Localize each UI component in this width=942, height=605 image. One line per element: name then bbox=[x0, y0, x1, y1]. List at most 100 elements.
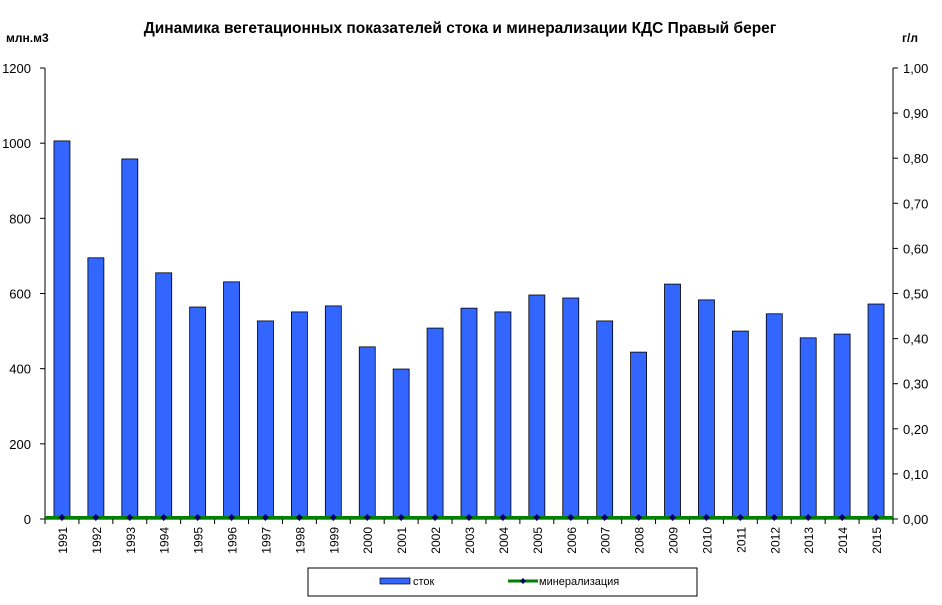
y-tick-label: 0 bbox=[24, 512, 31, 527]
x-tick-label: 1996 bbox=[226, 527, 240, 554]
bar-1994 bbox=[155, 272, 173, 520]
legend-box bbox=[307, 567, 698, 597]
mineralization-point-1993 bbox=[126, 514, 134, 521]
mineralization-point-1997 bbox=[261, 514, 269, 521]
y2-tick-label: 0,40 bbox=[903, 332, 928, 347]
mineralization-point-2007 bbox=[601, 514, 609, 521]
legend-swatch-stock bbox=[379, 577, 411, 585]
x-tick-label: 1994 bbox=[158, 527, 172, 554]
y2-tick-label: 0,90 bbox=[903, 106, 928, 121]
bar-2004 bbox=[494, 311, 512, 520]
y2-tick-label: 0,30 bbox=[903, 377, 928, 392]
bar-1998 bbox=[290, 311, 308, 520]
legend-label-mineral: минерализация bbox=[539, 576, 619, 588]
y-axis-label: млн.м3 bbox=[6, 31, 49, 45]
y-tick-label: 400 bbox=[9, 362, 31, 377]
bar-2006 bbox=[562, 297, 580, 520]
y2-tick-label: 0,70 bbox=[903, 196, 928, 211]
bar-2008 bbox=[630, 351, 647, 520]
x-tick-label: 2002 bbox=[429, 527, 443, 554]
mineralization-point-1996 bbox=[228, 514, 236, 521]
y2-tick-label: 0,80 bbox=[903, 151, 928, 166]
mineralization-point-1991 bbox=[58, 514, 66, 521]
chart-title: Динамика вегетационных показателей стока… bbox=[144, 20, 777, 37]
x-tick-label: 1992 bbox=[90, 527, 104, 554]
x-tick-label: 1993 bbox=[124, 527, 138, 554]
y2-tick-label: 1,00 bbox=[903, 61, 928, 76]
x-tick-label: 2001 bbox=[395, 527, 409, 554]
bar-2014 bbox=[833, 333, 851, 520]
y2-axis-label: г/л bbox=[902, 31, 918, 45]
x-tick-label: 2007 bbox=[599, 527, 613, 554]
bar-2015 bbox=[867, 303, 885, 520]
y2-tick-label: 0,60 bbox=[903, 241, 928, 256]
x-tick-label: 2005 bbox=[531, 527, 545, 554]
x-tick-label: 2009 bbox=[667, 527, 681, 554]
bar-1993 bbox=[121, 158, 139, 520]
y2-tick-label: 0,20 bbox=[903, 422, 928, 437]
x-tick-label: 1991 bbox=[56, 527, 70, 554]
mineralization-point-1999 bbox=[329, 514, 337, 521]
bar-2000 bbox=[358, 346, 376, 520]
x-tick-label: 2006 bbox=[565, 527, 579, 554]
mineralization-point-2005 bbox=[533, 514, 541, 521]
x-tick-label: 1999 bbox=[327, 527, 341, 554]
mineralization-point-1995 bbox=[194, 514, 202, 521]
bar-1991 bbox=[53, 140, 71, 520]
mineralization-point-2004 bbox=[499, 514, 507, 521]
mineralization-point-1994 bbox=[160, 514, 168, 521]
bar-2001 bbox=[392, 368, 410, 520]
mineralization-point-2006 bbox=[567, 514, 575, 521]
legend-marker-mineral bbox=[520, 578, 526, 584]
x-tick-label: 2011 bbox=[734, 527, 748, 553]
mineralization-point-2012 bbox=[770, 514, 778, 521]
bar-1995 bbox=[189, 306, 207, 520]
bar-2012 bbox=[765, 313, 783, 520]
mineralization-point-2010 bbox=[702, 514, 710, 521]
bar-1997 bbox=[257, 320, 274, 520]
bar-2010 bbox=[698, 299, 715, 520]
x-tick-label: 2000 bbox=[361, 527, 375, 554]
x-tick-label: 2003 bbox=[463, 527, 477, 554]
x-tick-label: 2012 bbox=[768, 527, 782, 554]
mineralization-point-2015 bbox=[872, 514, 880, 521]
x-tick-label: 2010 bbox=[700, 527, 714, 554]
mineralization-point-1998 bbox=[295, 514, 303, 521]
bar-1999 bbox=[324, 305, 342, 520]
y2-tick-label: 0,50 bbox=[903, 287, 928, 302]
mineralization-point-2001 bbox=[397, 514, 405, 521]
x-tick-label: 2008 bbox=[633, 527, 647, 554]
legend: сток минерализация bbox=[307, 567, 698, 597]
mineralization-point-2011 bbox=[736, 514, 744, 521]
bar-2011 bbox=[731, 330, 749, 520]
y-tick-label: 1200 bbox=[2, 61, 31, 76]
y2-tick-label: 0,10 bbox=[903, 467, 928, 482]
mineralization-point-2003 bbox=[465, 514, 473, 521]
bar-2007 bbox=[596, 320, 614, 520]
legend-label-stock: сток bbox=[413, 576, 435, 588]
bar-2003 bbox=[460, 307, 478, 520]
mineralization-point-2009 bbox=[669, 514, 677, 521]
x-tick-label: 1998 bbox=[293, 527, 307, 554]
mineralization-point-2008 bbox=[635, 514, 643, 521]
x-tick-label: 2013 bbox=[802, 527, 816, 554]
mineralization-point-2013 bbox=[804, 514, 812, 521]
mineralization-point-2000 bbox=[363, 514, 371, 521]
mineralization-point-1992 bbox=[92, 514, 100, 521]
y-tick-label: 800 bbox=[9, 211, 31, 226]
bar-1992 bbox=[87, 257, 105, 520]
bar-2009 bbox=[664, 283, 681, 520]
x-tick-label: 1995 bbox=[192, 527, 206, 554]
x-tick-label: 2004 bbox=[497, 527, 511, 554]
y-tick-label: 200 bbox=[9, 437, 31, 452]
y-tick-label: 1000 bbox=[2, 136, 31, 151]
y2-tick-label: 0,00 bbox=[903, 512, 928, 527]
y-tick-label: 600 bbox=[9, 287, 31, 302]
bar-1996 bbox=[223, 281, 240, 520]
bar-2013 bbox=[799, 337, 817, 520]
mineralization-point-2002 bbox=[431, 514, 439, 521]
x-tick-label: 2015 bbox=[870, 527, 884, 554]
x-tick-label: 1997 bbox=[259, 527, 273, 554]
